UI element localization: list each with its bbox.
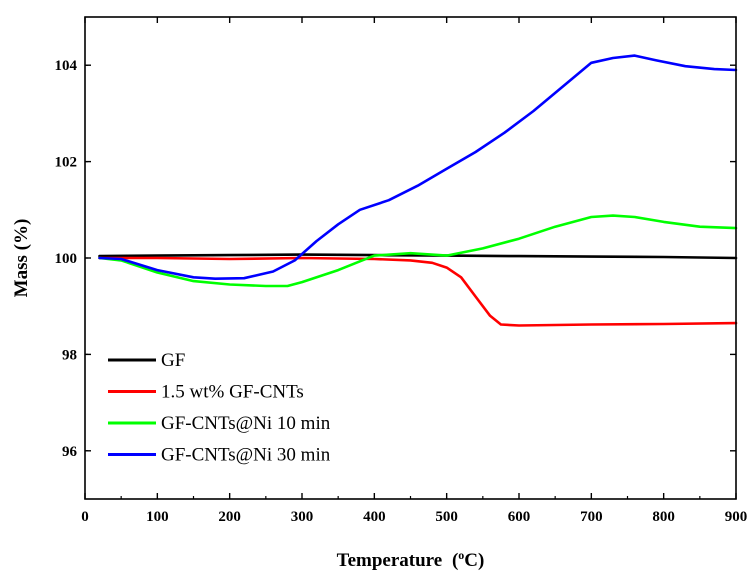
x-tick-label: 0: [81, 509, 89, 525]
y-tick-label: 102: [55, 155, 78, 171]
y-tick-label: 104: [55, 58, 78, 74]
y-axis-title: Mass (%): [11, 219, 32, 298]
tick-layer: 0 100 200 300 400 500 600 700 800 900 96 98 100 102 10…: [55, 17, 748, 525]
y-tick-label: 96: [62, 444, 78, 460]
y-tick-label: 98: [62, 347, 77, 363]
legend: GF 1.5 wt% GF-CNTs GF-CNTs@Ni 10 min GF-CNT…: [108, 350, 331, 466]
legend-label-3: GF-CNTs@Ni 30 min: [161, 445, 331, 466]
series-layer: [98, 54, 738, 327]
legend-label-0: GF: [161, 350, 185, 371]
legend-label-2: GF-CNTs@Ni 10 min: [161, 413, 331, 434]
x-tick-label: 100: [146, 509, 169, 525]
x-axis-title-unit-sup: o: [458, 548, 464, 562]
x-axis-title-text: Temperature: [337, 550, 443, 571]
x-axis-title-unit-close: C): [464, 550, 484, 571]
series-line-0: [98, 253, 738, 260]
x-tick-label: 500: [435, 509, 458, 525]
y-tick-label: 100: [55, 251, 78, 267]
x-tick-label: 800: [652, 509, 675, 525]
x-axis-title: Temperature (oC): [337, 548, 485, 571]
x-tick-label: 900: [725, 509, 748, 525]
series-line-1: [98, 256, 738, 327]
x-tick-label: 200: [218, 509, 241, 525]
series-line-3: [98, 54, 738, 281]
x-tick-label: 700: [580, 509, 603, 525]
x-tick-label: 400: [363, 509, 386, 525]
legend-label-1: 1.5 wt% GF-CNTs: [161, 382, 304, 403]
series-line-2: [98, 214, 738, 288]
x-axis-title-unit-open: (: [452, 550, 458, 571]
x-tick-label: 300: [291, 509, 314, 525]
x-tick-label: 600: [508, 509, 531, 525]
